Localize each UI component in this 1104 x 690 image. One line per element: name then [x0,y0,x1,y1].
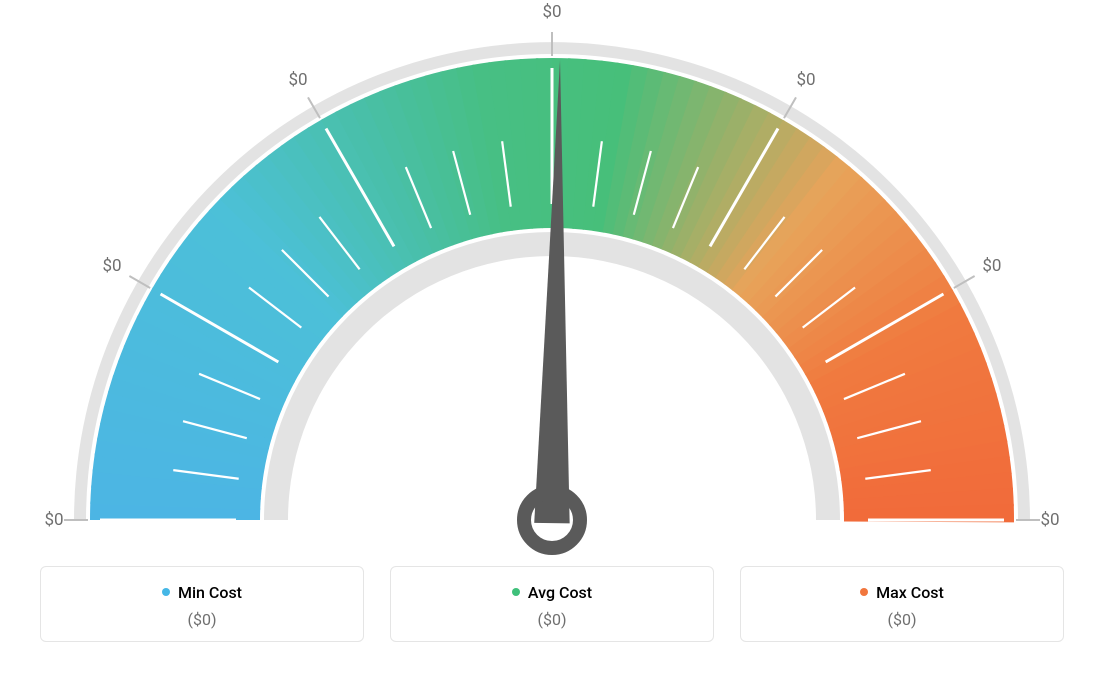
gauge-svg [0,0,1104,560]
legend-card-avg: Avg Cost ($0) [390,566,714,642]
gauge-tick-label: $0 [796,70,815,90]
legend-value-min: ($0) [41,610,363,629]
gauge-tick-label: $0 [288,70,307,90]
legend-title-max: Max Cost [860,583,944,602]
legend-value-avg: ($0) [391,610,713,629]
gauge-tick-label: $0 [982,256,1001,276]
legend-card-max: Max Cost ($0) [740,566,1064,642]
legend-title-avg: Avg Cost [512,583,592,602]
legend-dot-avg [512,588,520,596]
gauge-tick-label: $0 [44,510,63,530]
legend-value-max: ($0) [741,610,1063,629]
legend-label-max: Max Cost [876,583,944,602]
legend-row: Min Cost ($0) Avg Cost ($0) Max Cost ($0… [0,566,1104,642]
legend-label-min: Min Cost [178,583,242,602]
gauge-tick-label: $0 [542,2,561,22]
gauge-tick-label: $0 [102,256,121,276]
legend-card-min: Min Cost ($0) [40,566,364,642]
gauge-chart: $0 $0 $0 $0 $0 $0 $0 [0,0,1104,560]
gauge-tick-label: $0 [1040,510,1059,530]
legend-dot-min [162,588,170,596]
legend-label-avg: Avg Cost [528,583,592,602]
legend-title-min: Min Cost [162,583,242,602]
legend-dot-max [860,588,868,596]
